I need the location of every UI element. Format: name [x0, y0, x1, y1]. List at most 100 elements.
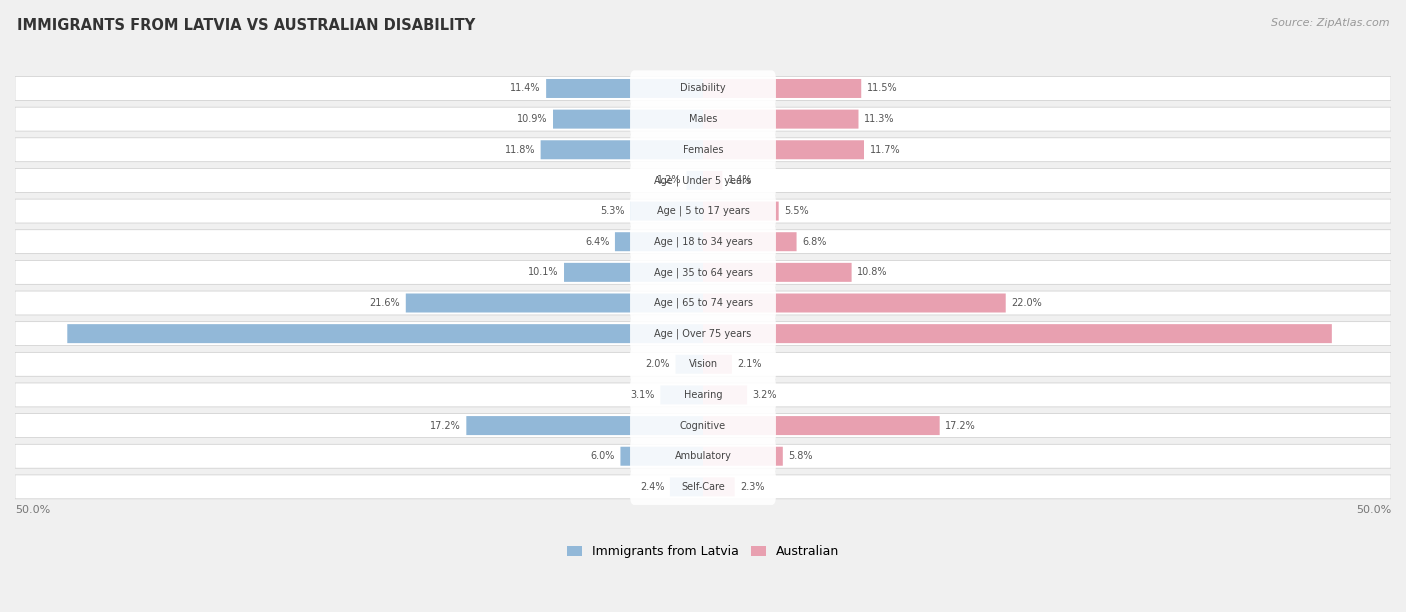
FancyBboxPatch shape	[564, 263, 703, 282]
Text: Age | 5 to 17 years: Age | 5 to 17 years	[657, 206, 749, 216]
Text: 3.2%: 3.2%	[752, 390, 778, 400]
FancyBboxPatch shape	[703, 201, 779, 220]
Text: Cognitive: Cognitive	[681, 420, 725, 431]
Text: 5.3%: 5.3%	[600, 206, 624, 216]
Text: Age | 18 to 34 years: Age | 18 to 34 years	[654, 236, 752, 247]
Text: Age | 35 to 64 years: Age | 35 to 64 years	[654, 267, 752, 278]
FancyBboxPatch shape	[630, 438, 776, 474]
FancyBboxPatch shape	[630, 201, 703, 220]
FancyBboxPatch shape	[703, 232, 797, 251]
Text: 6.8%: 6.8%	[801, 237, 827, 247]
FancyBboxPatch shape	[15, 383, 1391, 407]
FancyBboxPatch shape	[15, 475, 1391, 499]
Text: Self-Care: Self-Care	[681, 482, 725, 492]
FancyBboxPatch shape	[703, 263, 852, 282]
Text: 5.8%: 5.8%	[789, 451, 813, 461]
FancyBboxPatch shape	[630, 316, 776, 352]
Text: 6.4%: 6.4%	[585, 237, 609, 247]
Text: Females: Females	[683, 145, 723, 155]
FancyBboxPatch shape	[15, 353, 1391, 376]
FancyBboxPatch shape	[546, 79, 703, 98]
Text: Disability: Disability	[681, 83, 725, 94]
FancyBboxPatch shape	[703, 171, 723, 190]
Text: 22.0%: 22.0%	[1011, 298, 1042, 308]
FancyBboxPatch shape	[15, 322, 1391, 346]
FancyBboxPatch shape	[630, 346, 776, 382]
Text: 11.5%: 11.5%	[866, 83, 897, 94]
Text: Males: Males	[689, 114, 717, 124]
Text: 2.0%: 2.0%	[645, 359, 671, 369]
Text: Age | 65 to 74 years: Age | 65 to 74 years	[654, 298, 752, 308]
Text: 1.2%: 1.2%	[657, 176, 681, 185]
Text: Vision: Vision	[689, 359, 717, 369]
FancyBboxPatch shape	[703, 140, 865, 159]
FancyBboxPatch shape	[703, 324, 1331, 343]
FancyBboxPatch shape	[703, 447, 783, 466]
Text: 46.2%: 46.2%	[25, 329, 56, 338]
FancyBboxPatch shape	[703, 355, 733, 374]
FancyBboxPatch shape	[671, 477, 703, 496]
FancyBboxPatch shape	[630, 223, 776, 259]
Text: 17.2%: 17.2%	[430, 420, 461, 431]
Text: 11.4%: 11.4%	[510, 83, 541, 94]
Text: Ambulatory: Ambulatory	[675, 451, 731, 461]
Text: 21.6%: 21.6%	[370, 298, 401, 308]
FancyBboxPatch shape	[614, 232, 703, 251]
FancyBboxPatch shape	[15, 76, 1391, 100]
FancyBboxPatch shape	[703, 386, 747, 405]
Text: 6.0%: 6.0%	[591, 451, 614, 461]
FancyBboxPatch shape	[630, 193, 776, 229]
Text: 2.3%: 2.3%	[740, 482, 765, 492]
FancyBboxPatch shape	[630, 70, 776, 106]
FancyBboxPatch shape	[630, 254, 776, 291]
Text: 10.8%: 10.8%	[858, 267, 887, 277]
FancyBboxPatch shape	[553, 110, 703, 129]
FancyBboxPatch shape	[630, 408, 776, 444]
FancyBboxPatch shape	[675, 355, 703, 374]
FancyBboxPatch shape	[686, 171, 703, 190]
Text: 10.1%: 10.1%	[529, 267, 558, 277]
FancyBboxPatch shape	[541, 140, 703, 159]
FancyBboxPatch shape	[703, 477, 735, 496]
Text: 5.5%: 5.5%	[785, 206, 808, 216]
Text: 10.9%: 10.9%	[517, 114, 547, 124]
FancyBboxPatch shape	[703, 79, 862, 98]
FancyBboxPatch shape	[15, 414, 1391, 438]
Text: 3.1%: 3.1%	[630, 390, 655, 400]
Text: Source: ZipAtlas.com: Source: ZipAtlas.com	[1271, 18, 1389, 28]
FancyBboxPatch shape	[15, 199, 1391, 223]
Text: IMMIGRANTS FROM LATVIA VS AUSTRALIAN DISABILITY: IMMIGRANTS FROM LATVIA VS AUSTRALIAN DIS…	[17, 18, 475, 34]
Text: 11.8%: 11.8%	[505, 145, 536, 155]
Text: Age | Under 5 years: Age | Under 5 years	[654, 175, 752, 185]
FancyBboxPatch shape	[630, 162, 776, 198]
FancyBboxPatch shape	[630, 101, 776, 137]
FancyBboxPatch shape	[467, 416, 703, 435]
FancyBboxPatch shape	[15, 260, 1391, 285]
Text: 2.4%: 2.4%	[640, 482, 665, 492]
FancyBboxPatch shape	[630, 469, 776, 505]
FancyBboxPatch shape	[15, 138, 1391, 162]
Text: Hearing: Hearing	[683, 390, 723, 400]
FancyBboxPatch shape	[630, 377, 776, 413]
Legend: Immigrants from Latvia, Australian: Immigrants from Latvia, Australian	[561, 540, 845, 563]
FancyBboxPatch shape	[67, 324, 703, 343]
Text: 1.4%: 1.4%	[728, 176, 752, 185]
Text: 2.1%: 2.1%	[737, 359, 762, 369]
Text: 17.2%: 17.2%	[945, 420, 976, 431]
FancyBboxPatch shape	[661, 386, 703, 405]
Text: Age | Over 75 years: Age | Over 75 years	[654, 329, 752, 339]
Text: 45.7%: 45.7%	[1350, 329, 1381, 338]
FancyBboxPatch shape	[406, 294, 703, 313]
FancyBboxPatch shape	[630, 132, 776, 168]
FancyBboxPatch shape	[620, 447, 703, 466]
Text: 11.7%: 11.7%	[869, 145, 900, 155]
FancyBboxPatch shape	[15, 291, 1391, 315]
FancyBboxPatch shape	[15, 107, 1391, 131]
FancyBboxPatch shape	[15, 168, 1391, 192]
Text: 50.0%: 50.0%	[1355, 505, 1391, 515]
FancyBboxPatch shape	[703, 294, 1005, 313]
Text: 50.0%: 50.0%	[15, 505, 51, 515]
Text: 11.3%: 11.3%	[865, 114, 894, 124]
FancyBboxPatch shape	[703, 110, 859, 129]
FancyBboxPatch shape	[15, 230, 1391, 253]
